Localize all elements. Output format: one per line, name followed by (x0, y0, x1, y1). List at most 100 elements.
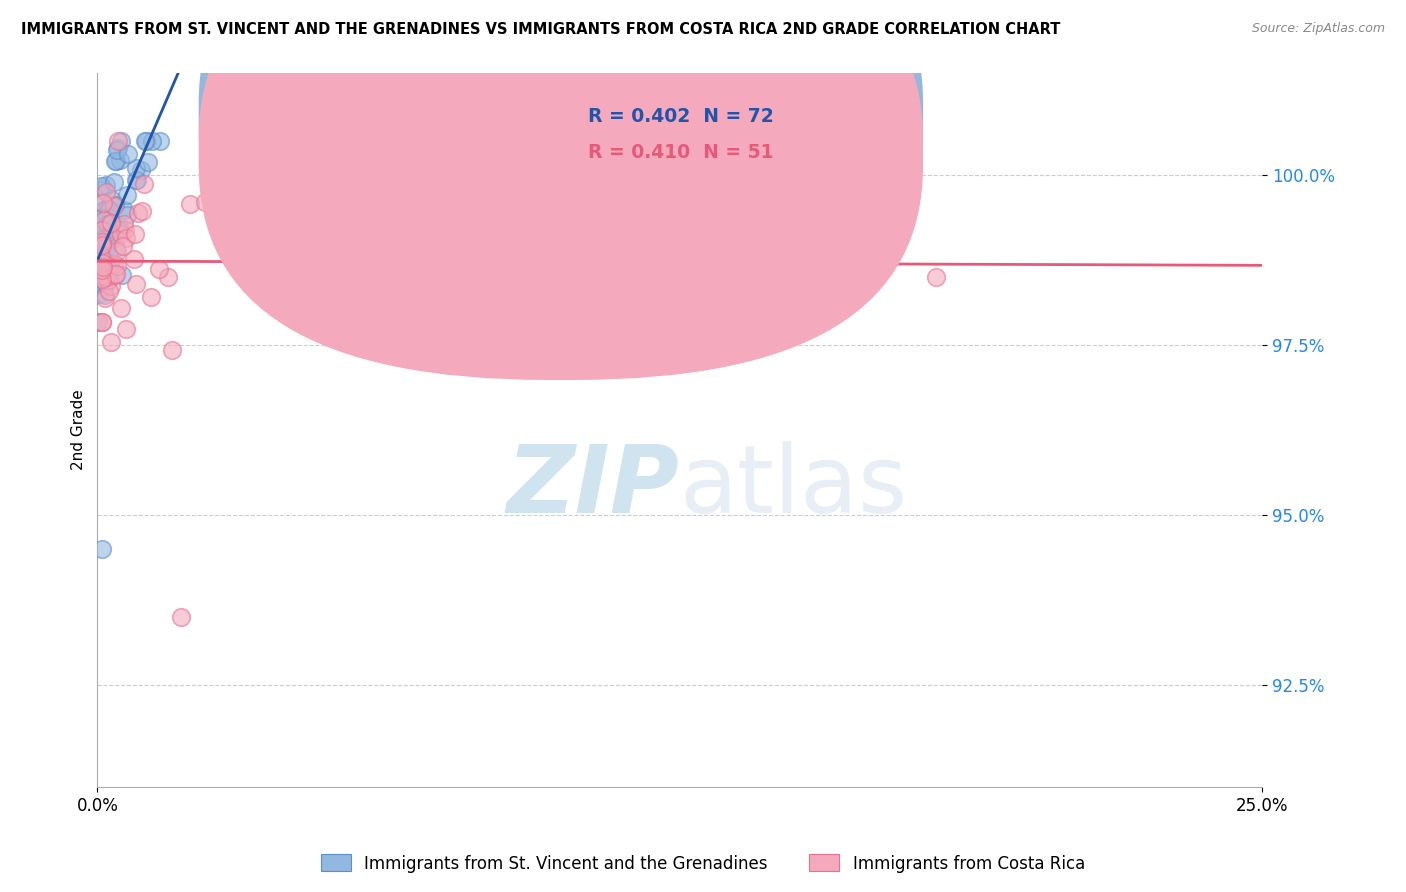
Point (122, 252, 145, 266)
Point (98, 248, 121, 262)
Point (90, 211, 112, 226)
Point (319, 134, 342, 148)
Point (97, 202, 120, 217)
Point (104, 268, 127, 282)
Point (103, 175, 125, 189)
Point (93, 291, 115, 305)
Point (91, 269, 114, 284)
Point (90, 221, 112, 235)
Text: IMMIGRANTS FROM ST. VINCENT AND THE GRENADINES VS IMMIGRANTS FROM COSTA RICA 2ND: IMMIGRANTS FROM ST. VINCENT AND THE GREN… (21, 22, 1060, 37)
Point (97, 270, 120, 285)
Point (94, 259, 117, 273)
Point (87, 260, 110, 275)
Point (98, 235, 121, 249)
Point (148, 261, 170, 276)
Point (87, 315, 110, 329)
Point (141, 134, 163, 148)
Point (97, 269, 120, 284)
Point (94, 287, 117, 301)
Y-axis label: 2nd Grade: 2nd Grade (72, 390, 86, 470)
Point (115, 322, 138, 336)
Point (91, 315, 114, 329)
Point (125, 173, 148, 187)
Text: R = 0.410  N = 51: R = 0.410 N = 51 (588, 143, 773, 161)
Point (117, 147, 139, 161)
Point (136, 155, 159, 169)
Point (97, 217, 120, 231)
Point (114, 222, 136, 236)
Point (91, 195, 114, 210)
Point (94, 277, 117, 292)
Point (925, 269, 948, 284)
Point (87, 242, 110, 256)
Point (91, 250, 114, 264)
Point (107, 134, 129, 148)
Point (110, 301, 132, 315)
Point (105, 143, 128, 157)
Point (129, 162, 152, 177)
FancyBboxPatch shape (523, 87, 796, 184)
FancyBboxPatch shape (198, 0, 924, 380)
Point (93, 204, 115, 219)
Point (89, 267, 111, 281)
Point (125, 173, 148, 187)
Point (108, 153, 131, 167)
Point (101, 221, 124, 235)
Point (110, 134, 132, 148)
Point (104, 153, 127, 168)
Point (115, 231, 138, 245)
Point (148, 134, 170, 148)
Point (108, 219, 131, 234)
Point (103, 257, 125, 271)
Point (90, 229, 112, 244)
Point (94, 269, 117, 284)
Point (112, 203, 135, 218)
Point (91, 260, 114, 274)
Point (91, 272, 114, 286)
Point (91, 256, 114, 270)
Point (87, 224, 110, 238)
Point (103, 199, 125, 213)
Point (91, 223, 114, 237)
Point (105, 244, 128, 259)
Point (96, 185, 118, 199)
Point (98, 256, 121, 270)
Point (131, 204, 153, 219)
Point (115, 188, 138, 202)
Point (91, 256, 114, 270)
Point (94, 178, 117, 192)
Point (98, 202, 121, 217)
Point (94, 234, 117, 248)
Point (111, 268, 134, 282)
Point (97, 284, 120, 298)
Point (98, 231, 121, 245)
Point (105, 241, 128, 255)
Point (96, 233, 118, 247)
Point (97, 230, 120, 244)
Point (104, 197, 127, 211)
Point (134, 134, 156, 148)
Point (96, 241, 118, 255)
Point (139, 290, 162, 304)
Point (104, 153, 127, 168)
Point (93, 220, 115, 235)
Point (100, 233, 122, 247)
Point (112, 238, 135, 252)
Point (125, 161, 148, 175)
Text: Source: ZipAtlas.com: Source: ZipAtlas.com (1251, 22, 1385, 36)
Point (124, 227, 146, 241)
Point (105, 259, 128, 273)
Point (179, 197, 201, 211)
Point (87, 286, 110, 301)
Point (91, 182, 114, 196)
Text: ZIP: ZIP (506, 441, 679, 533)
Point (90, 225, 112, 239)
Point (107, 222, 129, 236)
Point (100, 278, 122, 293)
Point (91, 237, 114, 252)
Point (91, 541, 114, 556)
Point (96, 260, 118, 275)
Point (91, 250, 114, 264)
Point (125, 277, 148, 291)
Point (127, 206, 149, 220)
